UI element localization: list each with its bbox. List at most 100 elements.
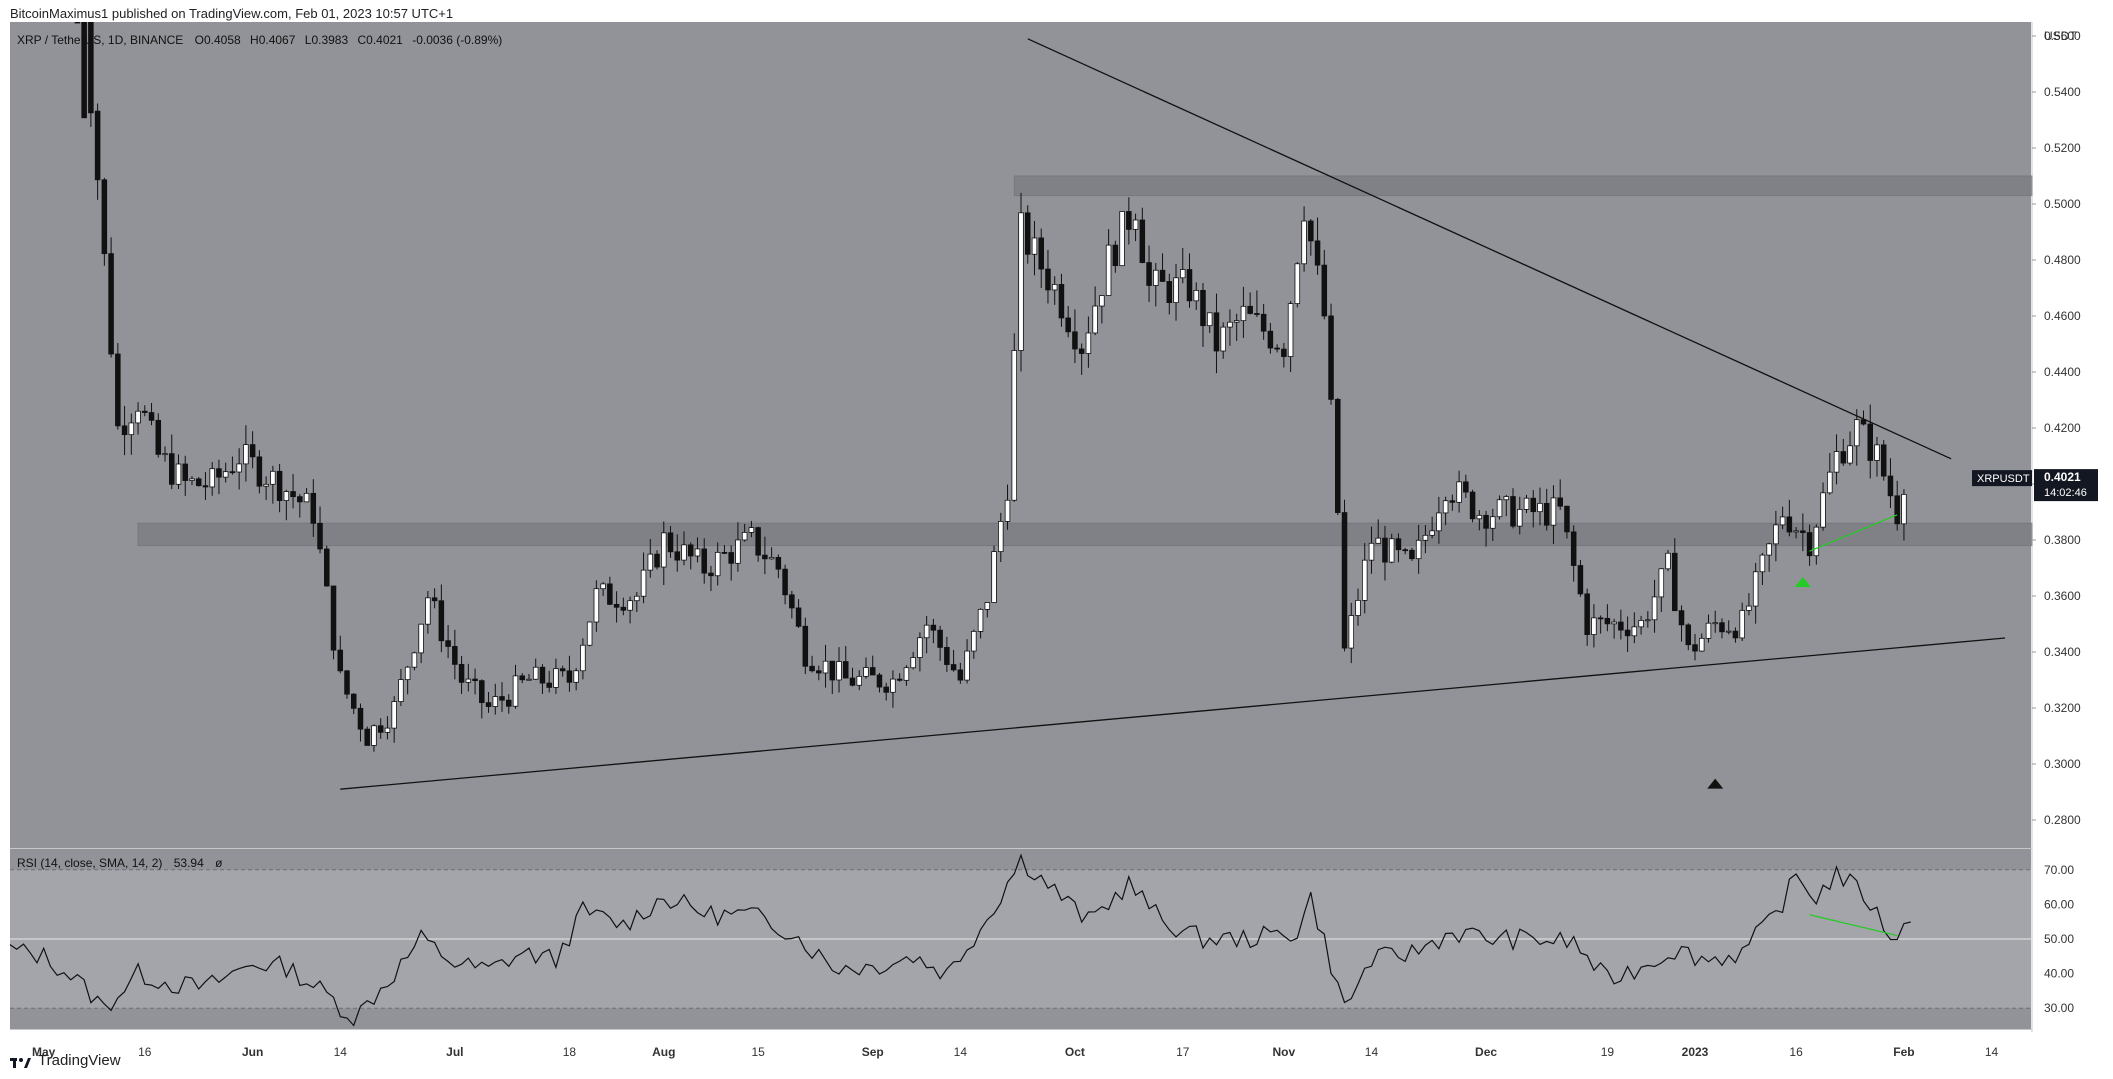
marker-triangle-2 [1707, 778, 1724, 789]
brand-name: TradingView [38, 1052, 121, 1069]
candle-body-2022-08-28 [843, 661, 849, 679]
candle-body-2022-07-30 [647, 553, 654, 571]
price-tag-value: 0.4021 [2044, 470, 2081, 484]
price-panel-bg [10, 22, 2031, 848]
candle-body-2022-07-22 [593, 588, 600, 623]
candle-body-2022-11-06 [1314, 240, 1321, 266]
rsi-value: 53.94 [174, 856, 204, 870]
candle-body-2022-11-03 [1294, 263, 1301, 305]
symbol-tag-bg [1972, 470, 2032, 487]
candle-body-2022-05-23 [189, 478, 195, 481]
candle-body-2022-06-04 [270, 470, 276, 485]
symbol-legend[interactable]: XRP / TetherUS, 1D, BINANCE O0.4058 H0.4… [17, 33, 502, 47]
time-tick-label-11: 17 [1176, 1045, 1190, 1059]
time-tick-label-6: Aug [652, 1045, 675, 1059]
candle-body-2022-09-07 [910, 657, 916, 669]
candle-body-2022-08-21 [795, 607, 802, 627]
candle-body-2023-01-25 [1854, 419, 1860, 447]
time-tick-label-19: 14 [1985, 1045, 1999, 1059]
candle-body-2022-11-25 [1442, 500, 1449, 514]
price-chart-svg[interactable]: 0.2800 0.3000 0.3200 0.3400 0.3600 0.3800 0.40… [0, 22, 2113, 1062]
candle-body-2022-10-23 [1220, 326, 1226, 352]
candle-body-2022-09-16 [971, 630, 977, 652]
candle-body-2022-07-21 [586, 621, 593, 646]
time-tick-label-16: 2023 [1682, 1045, 1709, 1059]
candle-body-2023-01-04 [1712, 622, 1718, 625]
candle-body-2023-01-15 [1786, 516, 1793, 533]
time-tick-label-0: May [32, 1045, 56, 1059]
candle-body-2022-09-14 [957, 669, 964, 681]
candle-body-2022-10-07 [1112, 244, 1119, 267]
candle-body-2022-10-06 [1105, 244, 1112, 296]
candle-body-2022-12-29 [1672, 552, 1678, 612]
candle-body-2023-01-18 [1806, 532, 1813, 557]
candle-body-2022-12-26 [1651, 596, 1658, 621]
price-tick-label-0: 0.2800 [2044, 813, 2081, 827]
candle-body-2022-05-26 [209, 468, 215, 488]
time-tick-label-3: 14 [334, 1045, 348, 1059]
candle-body-2022-07-08 [499, 696, 505, 701]
candle-body-2022-08-02 [667, 532, 674, 553]
candle-body-2022-09-20 [998, 521, 1004, 553]
candle-body-2022-09-15 [964, 650, 970, 681]
candle-body-2022-07-17 [559, 668, 566, 672]
candle-body-2022-05-15 [135, 410, 141, 424]
candle-body-2022-08-13 [741, 532, 748, 541]
candle-body-2022-07-03 [465, 678, 472, 683]
candle-body-2022-12-24 [1638, 620, 1644, 628]
rsi-tick-label-0: 30.00 [2044, 1001, 2074, 1015]
candle-body-2022-09-17 [977, 608, 984, 632]
candle-body-2022-12-31 [1685, 624, 1692, 646]
candle-body-2022-05-11 [108, 253, 114, 355]
candle-body-2022-12-20 [1611, 621, 1617, 625]
candle-body-2023-01-23 [1840, 451, 1847, 464]
candle-body-2022-10-16 [1173, 277, 1179, 304]
candle-body-2022-11-16 [1382, 537, 1388, 563]
candle-body-2022-07-02 [458, 663, 465, 683]
price-tick-label-13: 0.5400 [2044, 85, 2081, 99]
candle-body-2022-11-29 [1469, 491, 1476, 520]
candle-body-2022-10-05 [1099, 295, 1105, 307]
candle-body-2023-01-02 [1698, 637, 1705, 652]
candle-body-2022-09-27 [1045, 268, 1051, 291]
candle-body-2022-06-17 [357, 707, 364, 730]
candle-body-2022-05-14 [128, 422, 135, 436]
candle-body-2022-08-11 [728, 552, 734, 564]
tradingview-logo[interactable]: TradingView [10, 1052, 121, 1069]
candle-body-2022-06-29 [438, 600, 445, 642]
candle-body-2022-10-28 [1254, 313, 1260, 315]
rsi-legend[interactable]: RSI (14, close, SMA, 14, 2) 53.94 ø [17, 856, 223, 870]
last-price-tag: XRPUSDT 0.4021 14:02:46 [1972, 469, 2098, 502]
candle-body-2022-08-09 [714, 551, 721, 577]
candle-body-2022-09-25 [1031, 237, 1038, 255]
candle-body-2022-05-17 [148, 412, 155, 421]
candle-body-2022-09-10 [930, 624, 937, 631]
candle-body-2022-07-14 [539, 666, 546, 684]
candle-body-2022-09-30 [1065, 317, 1071, 333]
candle-body-2022-06-19 [371, 725, 377, 746]
candle-body-2022-06-02 [256, 456, 263, 487]
candle-body-2022-10-14 [1159, 269, 1166, 282]
candle-body-2023-01-29 [1880, 444, 1887, 477]
candle-body-2022-09-06 [903, 667, 910, 681]
candle-body-2022-12-13 [1564, 505, 1570, 533]
candle-body-2022-12-12 [1557, 497, 1563, 507]
svg-text:RSI (14, close, SMA, 14, 2): RSI (14, close, SMA, 14, 2) 53.94 ø [17, 856, 223, 870]
candle-body-2023-01-24 [1847, 445, 1853, 464]
candles-layer [74, 22, 1907, 752]
candle-body-2022-08-16 [762, 554, 768, 560]
rsi-tick-label-1: 40.00 [2044, 967, 2074, 981]
candle-body-2022-09-02 [876, 674, 883, 688]
rsi-tick-label-3: 60.00 [2044, 897, 2074, 911]
tradingview-mark-icon [10, 1055, 32, 1068]
candle-body-2022-06-18 [364, 728, 370, 746]
open-value: 0.4058 [204, 33, 241, 47]
candle-body-2022-05-31 [243, 444, 249, 465]
candle-body-2022-12-02 [1490, 516, 1496, 529]
candle-body-2022-08-01 [661, 532, 667, 568]
candle-body-2022-06-05 [276, 470, 283, 501]
candle-body-2022-08-07 [701, 548, 707, 574]
candle-body-2022-10-27 [1247, 305, 1253, 314]
candle-body-2022-12-03 [1496, 499, 1503, 518]
